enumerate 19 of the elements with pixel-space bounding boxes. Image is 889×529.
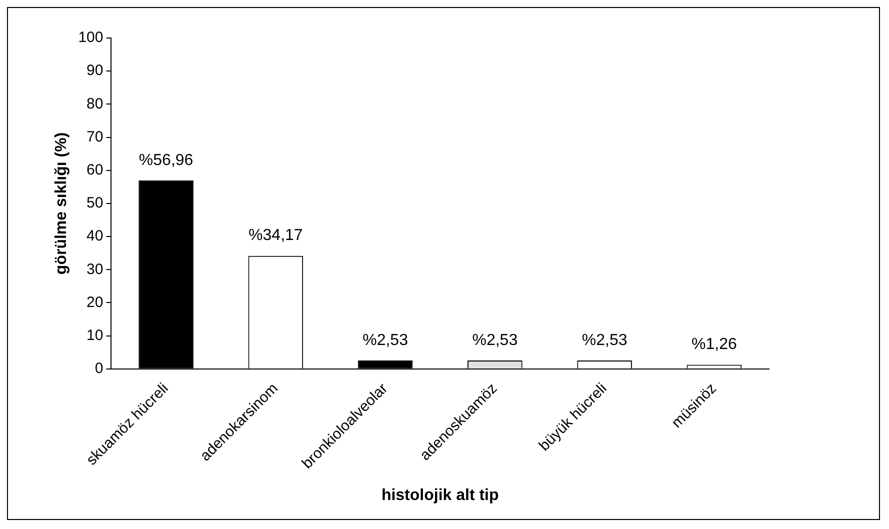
y-tick-label: 50 [86,194,104,212]
data-label: %2,53 [362,332,408,349]
y-tick-label: 100 [78,29,104,46]
y-axis-title: görülme sıklığı (%) [53,132,70,275]
y-tick-label: 20 [86,294,104,311]
y-tick-label: 80 [86,95,104,112]
data-label: %2,53 [472,332,518,349]
y-tick-label: 30 [86,260,104,278]
y-tick-label: 10 [86,326,104,344]
data-label: %34,17 [248,227,303,244]
y-tick-label: 90 [86,62,104,80]
y-tick-label: 70 [86,128,104,146]
y-tick-label: 60 [86,161,104,178]
y-tick-label: 40 [86,228,104,245]
y-tick-label: 0 [94,360,104,378]
x-axis-title: histolojik alt tip [381,486,500,504]
data-label: %1,26 [692,336,737,354]
data-label: %2,53 [582,332,628,349]
data-label: %56,96 [138,152,194,169]
